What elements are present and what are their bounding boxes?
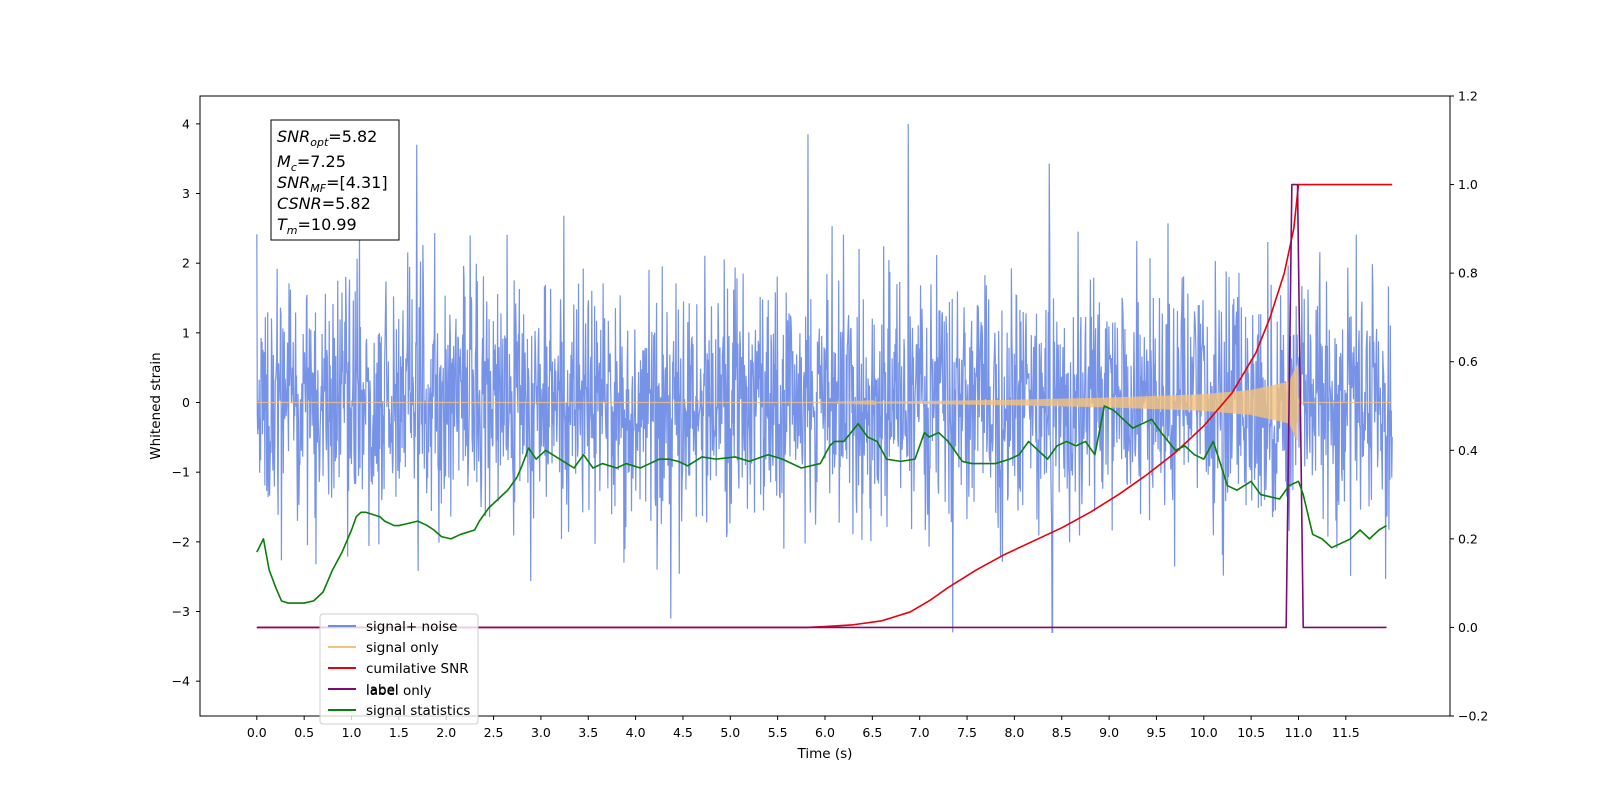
y2-tick-label: 1.2 bbox=[1458, 89, 1478, 104]
x-tick-label: 8.0 bbox=[1004, 725, 1024, 740]
y2-tick-label: 0.0 bbox=[1458, 620, 1478, 635]
x-tick-label: 1.0 bbox=[342, 725, 362, 740]
y-tick-label: −4 bbox=[172, 674, 190, 689]
legend-label: label bbox=[366, 682, 399, 698]
legend-label: signal+ noise bbox=[366, 619, 457, 635]
x-tick-label: 0.0 bbox=[247, 725, 267, 740]
x-tick-label: 2.0 bbox=[436, 725, 456, 740]
legend-label: cumilative SNR bbox=[366, 661, 469, 677]
info-box-frame bbox=[270, 119, 400, 241]
x-tick-label: 10.5 bbox=[1237, 725, 1265, 740]
x-tick-label: 10.0 bbox=[1190, 725, 1218, 740]
x-axis-label: Time (s) bbox=[797, 746, 853, 762]
info-line-snr-mf: SNRMF=[4.31] bbox=[277, 173, 388, 195]
series-label-line bbox=[256, 183, 1387, 629]
y2-tick-label: 0.8 bbox=[1458, 266, 1478, 281]
series-signal-only-line bbox=[256, 365, 1393, 441]
x-tick-label: 11.0 bbox=[1285, 725, 1313, 740]
y-tick-label: 3 bbox=[182, 186, 190, 201]
y2-tick-label: 0.6 bbox=[1458, 354, 1478, 369]
x-tick-label: 11.5 bbox=[1332, 725, 1360, 740]
x-tick-label: 2.5 bbox=[484, 725, 504, 740]
legend-entries: signal+ noise signal only cumilative SNR la… bbox=[328, 619, 470, 719]
y2-tick-label: 0.4 bbox=[1458, 443, 1478, 458]
x-axis-ticks: 0.0 0.5 1.0 1.5 2.0 2.5 3.0 3.5 4.0 4.5 5.0 5.5 6.0 6… bbox=[247, 716, 1360, 740]
legend: signal+ noise signal only cumilative SNR la… bbox=[319, 613, 479, 725]
plot-area bbox=[256, 123, 1393, 634]
legend-label: signal only bbox=[366, 640, 439, 656]
y-tick-label: 1 bbox=[182, 325, 190, 340]
y-tick-label: −2 bbox=[172, 534, 190, 549]
y-tick-label: 0 bbox=[182, 395, 190, 410]
axes-frame bbox=[199, 95, 1451, 717]
x-tick-label: 0.5 bbox=[294, 725, 314, 740]
x-tick-label: 5.0 bbox=[720, 725, 740, 740]
y2-tick-label: −0.2 bbox=[1458, 709, 1488, 724]
legend-label: signal statistics bbox=[366, 703, 470, 719]
x-tick-label: 3.5 bbox=[578, 725, 598, 740]
y-tick-label: −1 bbox=[172, 465, 190, 480]
x-tick-label: 9.5 bbox=[1146, 725, 1166, 740]
y-tick-label: 4 bbox=[182, 116, 190, 131]
x-tick-label: 7.0 bbox=[910, 725, 930, 740]
y2-tick-label: 0.2 bbox=[1458, 531, 1478, 546]
x-tick-label: 5.5 bbox=[768, 725, 788, 740]
legend-frame bbox=[319, 613, 479, 725]
y-axis-label: Whitened strain bbox=[148, 352, 164, 459]
y-tick-label: −3 bbox=[172, 604, 190, 619]
x-tick-label: 4.5 bbox=[673, 725, 693, 740]
series-signal-statistics-line bbox=[256, 405, 1387, 604]
y-axis-ticks: 4 3 2 1 0 −1 −2 −3 −4 bbox=[172, 116, 200, 689]
y2-tick-label: 1.0 bbox=[1458, 177, 1478, 192]
info-line-tm: Tm=10.99 bbox=[277, 215, 357, 237]
info-line-snr-opt: SNRopt=5.82 bbox=[277, 127, 377, 149]
x-tick-label: 8.5 bbox=[1052, 725, 1072, 740]
x-tick-label: 1.5 bbox=[389, 725, 409, 740]
info-line-csnr: CSNR=5.82 bbox=[277, 194, 371, 213]
info-box: SNRopt=5.82 Mc=7.25 SNRMF=[4.31] CSNR=5.… bbox=[270, 119, 400, 241]
x-tick-label: 4.0 bbox=[626, 725, 646, 740]
x-tick-label: 3.0 bbox=[531, 725, 551, 740]
y2-axis-ticks: 1.2 1.0 0.8 0.6 0.4 0.2 0.0 −0.2 bbox=[1450, 89, 1488, 724]
series-cumulative-snr-line bbox=[256, 183, 1393, 629]
info-line-mc: Mc=7.25 bbox=[277, 152, 346, 174]
legend-label-hidden: label only bbox=[366, 683, 432, 699]
series-signal-plus-noise-line bbox=[256, 123, 1393, 634]
y-tick-label: 2 bbox=[182, 256, 190, 271]
x-tick-label: 6.0 bbox=[815, 725, 835, 740]
x-tick-label: 7.5 bbox=[957, 725, 977, 740]
x-tick-label: 6.5 bbox=[862, 725, 882, 740]
x-tick-label: 9.0 bbox=[1099, 725, 1119, 740]
